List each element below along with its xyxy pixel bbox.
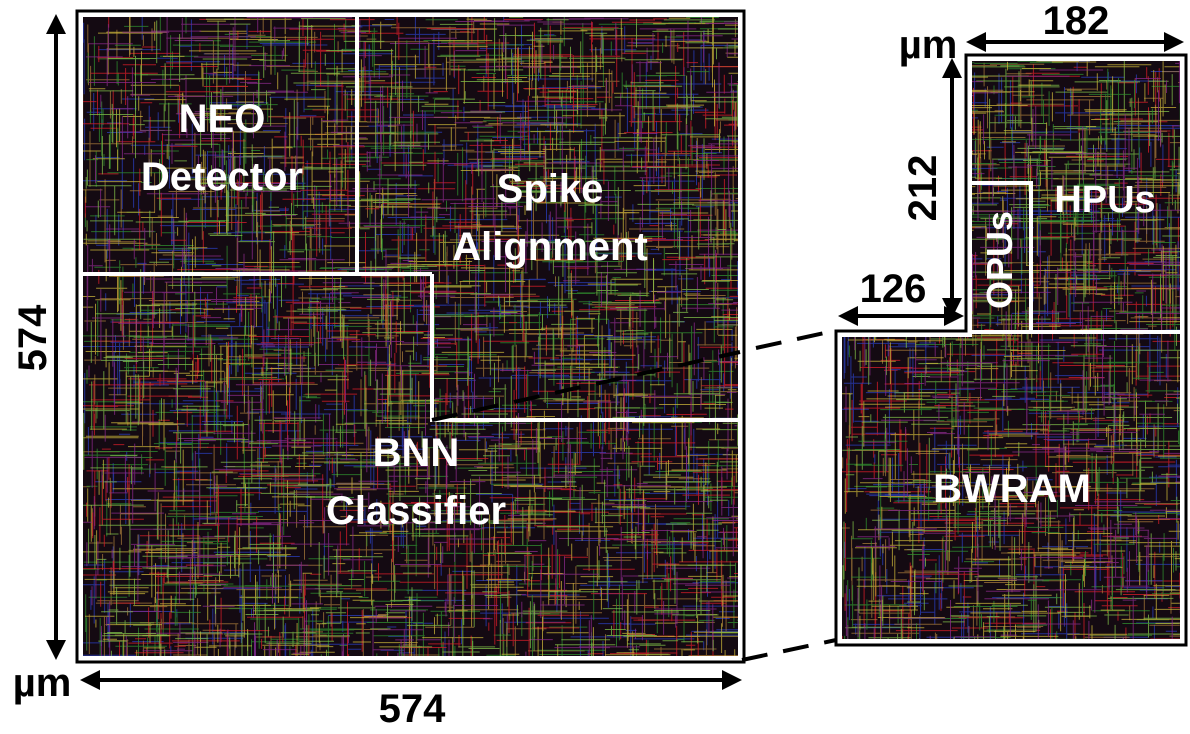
main-chip-routing xyxy=(79,13,742,660)
zoom-line-lower xyxy=(741,638,837,662)
opus-label: OPUs xyxy=(979,211,1020,309)
neo-label-line2: Detector xyxy=(141,155,303,199)
main-chip-outline xyxy=(75,9,746,664)
zoom-line-center xyxy=(431,350,741,422)
zoom-height-label: 212 xyxy=(901,155,945,222)
neo-label-line1: NEO xyxy=(179,97,266,141)
bnn-label-line2: Classifier xyxy=(326,489,506,533)
zoom-line-upper xyxy=(755,328,839,350)
bwram-label: BWRAM xyxy=(933,467,1091,511)
zoom-border xyxy=(838,57,1184,643)
hpus-label: HPUs xyxy=(1054,179,1155,221)
zoom-step-label: 126 xyxy=(860,267,927,311)
zoom-block: HPUs OPUs BWRAM 182 µm 212 126 xyxy=(834,0,1188,647)
opus-region-border xyxy=(970,181,1033,332)
main-unit-label: µm xyxy=(13,661,72,705)
main-width-label: 574 xyxy=(379,687,446,731)
bnn-label-line1: BNN xyxy=(373,431,460,475)
zoom-unit-label: µm xyxy=(899,23,958,67)
zoom-width-label: 182 xyxy=(1043,0,1110,43)
main-chip: NEO Detector Spike Alignment BNN Classif… xyxy=(11,9,746,731)
main-chip-border xyxy=(79,13,742,660)
spike-label-line2: Alignment xyxy=(452,225,648,269)
zoom-outline xyxy=(834,53,1188,647)
routing-wires xyxy=(79,13,742,660)
spike-label-line1: Spike xyxy=(497,167,604,211)
main-height-label: 574 xyxy=(11,304,55,371)
